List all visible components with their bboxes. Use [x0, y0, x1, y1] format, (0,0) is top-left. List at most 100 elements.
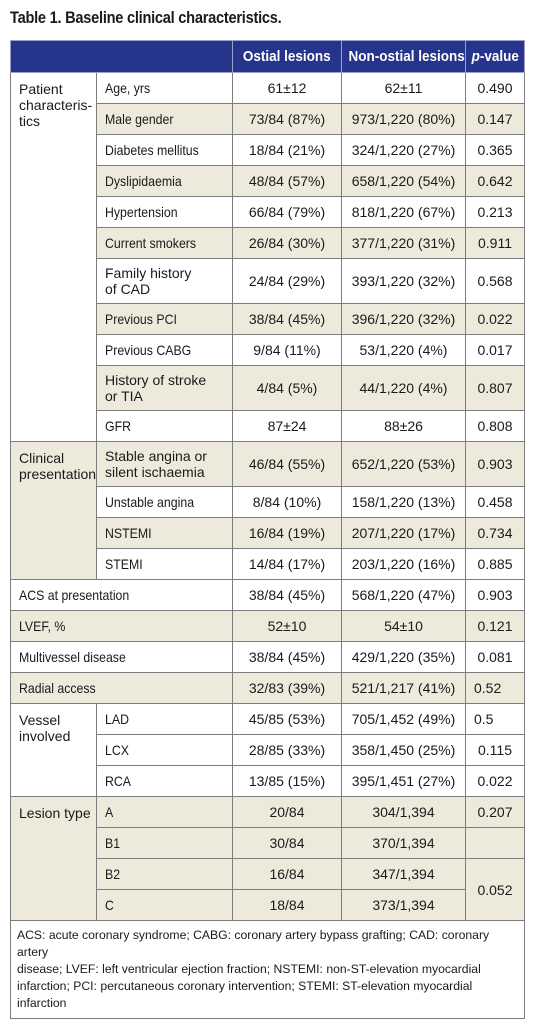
table-title: Table 1. Baseline clinical characteristi…: [10, 8, 282, 27]
table-cell: C: [96, 889, 233, 921]
table-cell: GFR: [105, 418, 132, 434]
table-cell: 0.5: [465, 703, 525, 735]
table-cell: 16/84 (19%): [232, 517, 342, 549]
table-cell: Dyslipidaemia: [96, 165, 233, 197]
table-cell: 13/85 (15%): [232, 765, 342, 797]
table-cell: Non-ostial lesions: [348, 48, 465, 65]
table-cell: 30/84: [232, 827, 342, 859]
table-cell: Diabetes mellitus: [96, 134, 233, 166]
table-cell: 395/1,451 (27%): [341, 765, 466, 797]
table-cell: 0.213: [465, 196, 525, 228]
table-cell: Unstable angina: [96, 486, 233, 518]
table-row: STEMI 14/84 (17%) 203/1,220 (16%) 0.885: [10, 548, 525, 580]
table-cell: disease; LVEF: left ventricular ejection…: [17, 962, 481, 976]
table-cell: 0.365: [465, 134, 525, 166]
table-cell: STEMI: [105, 556, 143, 572]
table-cell: 28/85 (33%): [232, 734, 342, 766]
header-pvalue: p-value: [465, 40, 525, 73]
table-cell: 0.115: [465, 734, 525, 766]
table-cell: 54±10: [341, 610, 466, 642]
table-cell: 0.022: [465, 765, 525, 797]
table-row: Clinical presentation Stable angina or s…: [10, 441, 525, 580]
table-cell: Male gender: [96, 103, 233, 135]
table-cell: B1: [96, 827, 233, 859]
table-cell: 0.911: [465, 227, 525, 259]
table-cell: 32/83 (39%): [232, 672, 342, 704]
table-cell: Current smokers: [96, 227, 233, 259]
table-row: Family history of CAD 24/84 (29%) 393/1,…: [10, 258, 525, 304]
table-cell: 0.807: [465, 365, 525, 411]
table-cell: 658/1,220 (54%): [341, 165, 466, 197]
table-cell: History of stroke or TIA: [96, 365, 233, 411]
table-cell: 52±10: [232, 610, 342, 642]
table-cell: Unstable angina: [105, 494, 195, 510]
table-cell: Stable angina or silent ischaemia: [105, 448, 207, 480]
table-cell: 207/1,220 (17%): [341, 517, 466, 549]
table-cell: 393/1,220 (32%): [341, 258, 466, 304]
table-cell: 0.147: [465, 103, 525, 135]
table-cell: 568/1,220 (47%): [341, 579, 466, 611]
table-cell: LAD: [105, 711, 129, 727]
table-cell: 87±24: [232, 410, 342, 442]
table-cell: 0.568: [465, 258, 525, 304]
table-cell: 0.017: [465, 334, 525, 366]
table-cell: 370/1,394: [341, 827, 466, 859]
table-cell: 373/1,394: [341, 889, 466, 921]
table-cell: 324/1,220 (27%): [341, 134, 466, 166]
table-cell: Diabetes mellitus: [105, 142, 199, 158]
group-label-lesion: Lesion type: [10, 796, 97, 921]
header-ostial: Ostial lesions: [232, 40, 342, 73]
table-row: Radial access 32/83 (39%) 521/1,217 (41%…: [10, 672, 525, 704]
table-row: NSTEMI 16/84 (19%) 207/1,220 (17%) 0.734: [10, 517, 525, 549]
table-cell: 0.121: [465, 610, 525, 642]
table-cell: STEMI: [96, 548, 233, 580]
header-blank: [10, 40, 233, 73]
table-row: Lesion type A 20/84 304/1,394 0.207: [10, 796, 525, 921]
table-cell: NSTEMI: [96, 517, 233, 549]
table-cell: 38/84 (45%): [232, 303, 342, 335]
table-cell: 377/1,220 (31%): [341, 227, 466, 259]
group-label-vessel: Vessel involved: [10, 703, 97, 797]
table-cell: 0.458: [465, 486, 525, 518]
table-cell: C: [105, 897, 114, 913]
table-cell: 24/84 (29%): [232, 258, 342, 304]
table-cell: Multivessel disease: [10, 641, 233, 673]
table-cell: 73/84 (87%): [232, 103, 342, 135]
table-cell: Lesion type: [19, 805, 91, 821]
table-row: LVEF, % 52±10 54±10 0.121: [10, 610, 525, 642]
table-cell: Current smokers: [105, 235, 197, 251]
table-cell: Family history of CAD: [105, 265, 192, 297]
table-row: Unstable angina 8/84 (10%) 158/1,220 (13…: [10, 486, 525, 518]
table-cell: Radial access: [19, 680, 96, 696]
table-row: B2 16/84 347/1,394 0.052: [10, 858, 525, 921]
table-cell: Hypertension: [96, 196, 233, 228]
table-cell: Male gender: [105, 111, 174, 127]
table-cell: RCA: [105, 773, 132, 789]
table-cell: LVEF, %: [19, 618, 66, 634]
table-cell: 18/84: [232, 889, 342, 921]
table-cell: 0.734: [465, 517, 525, 549]
baseline-characteristics-table: Ostial lesions Non-ostial lesions p-valu…: [10, 40, 525, 1019]
table-cell: ACS: acute coronary syndrome; CABG: coro…: [17, 928, 490, 959]
table-cell: 705/1,452 (49%): [341, 703, 466, 735]
table-row: Patient characteris-tics Age, yrs 61±12 …: [10, 72, 525, 442]
header-row: Ostial lesions Non-ostial lesions p-valu…: [10, 40, 525, 73]
table-cell: 62±11: [341, 72, 466, 104]
table-cell: 53/1,220 (4%): [341, 334, 466, 366]
table-cell: Radial access: [10, 672, 233, 704]
table-cell: Clinical presentation: [19, 450, 97, 482]
table-cell: 429/1,220 (35%): [341, 641, 466, 673]
table-cell: B1: [105, 835, 121, 851]
table-cell: 4/84 (5%): [232, 365, 342, 411]
table-cell: 46/84 (55%): [232, 441, 342, 487]
table-cell: 38/84 (45%): [232, 641, 342, 673]
table-cell: 0.490: [465, 72, 525, 104]
table-cell: A: [96, 796, 233, 828]
table-cell: 973/1,220 (80%): [341, 103, 466, 135]
table-cell: 0.081: [465, 641, 525, 673]
table-cell: Previous CABG: [96, 334, 233, 366]
table-cell: B2: [96, 858, 233, 890]
table-cell: 20/84: [232, 796, 342, 828]
table-cell: Previous CABG: [105, 342, 192, 358]
table-cell: GFR: [96, 410, 233, 442]
